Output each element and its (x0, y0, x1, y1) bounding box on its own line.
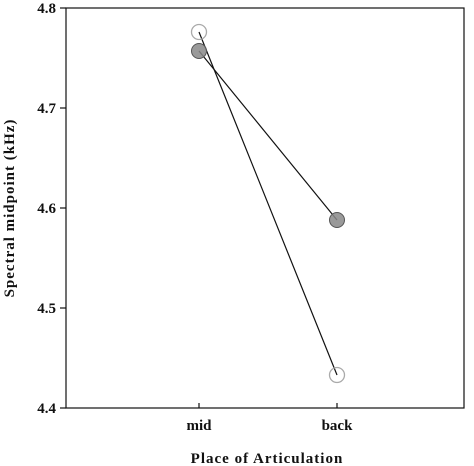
y-tick-label: 4.4 (37, 401, 56, 417)
y-axis-title: Spectral midpoint (kHz) (2, 119, 18, 298)
plot-frame (65, 7, 465, 409)
y-tick-label: 4.7 (37, 101, 56, 117)
y-tick-label: 4.5 (37, 301, 56, 317)
x-ticks: mid back (186, 403, 353, 434)
y-tick-label: 4.8 (37, 1, 56, 17)
series-line (198, 31, 338, 376)
x-axis-title: Place of Articulation (191, 451, 344, 466)
x-tick-label: back (322, 418, 354, 434)
data-point-open (190, 23, 208, 41)
y-ticks: 4.4 4.5 4.6 4.7 4.8 (37, 1, 66, 417)
data-point-filled (329, 212, 345, 228)
series-line (198, 50, 338, 221)
x-tick-label: mid (186, 418, 212, 434)
series-layer (190, 23, 346, 384)
y-tick-label: 4.6 (37, 201, 56, 217)
data-point-filled (191, 43, 207, 59)
data-point-open (328, 366, 346, 384)
